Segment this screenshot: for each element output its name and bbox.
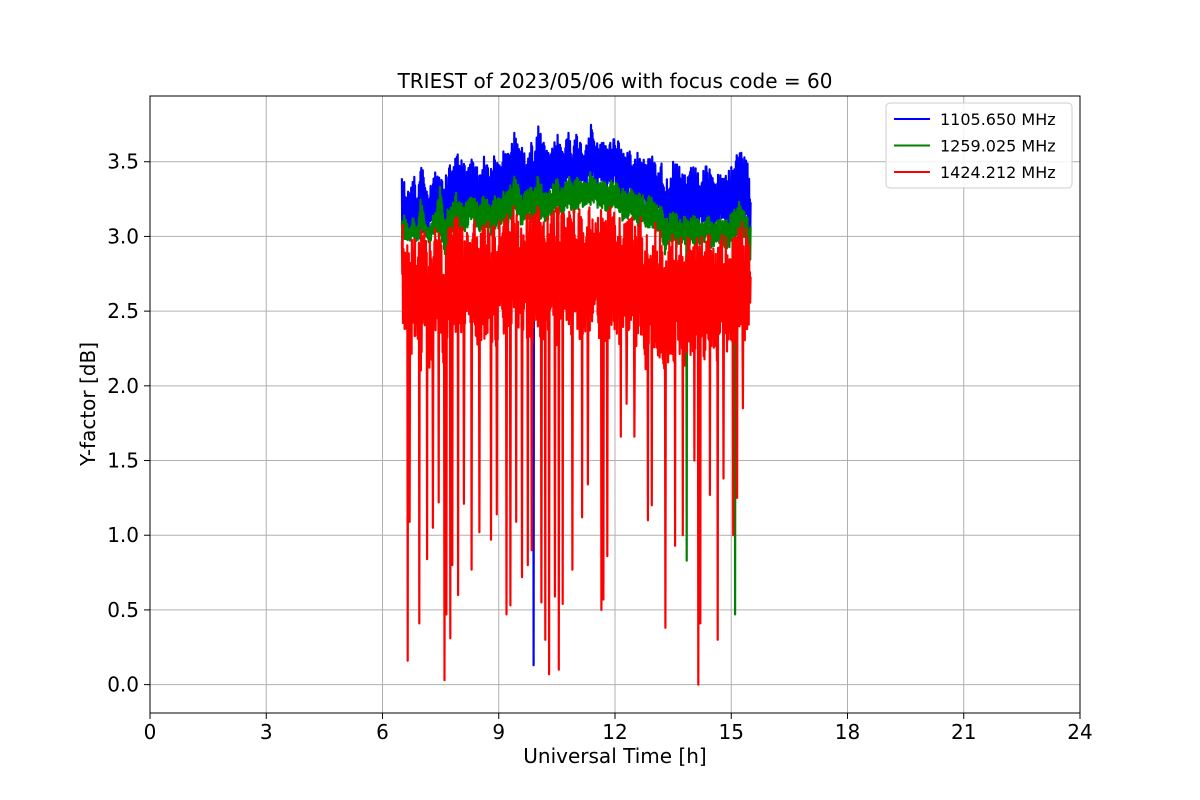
legend-box (885, 102, 1073, 189)
legend-label: 1424.212 MHz (940, 163, 1056, 182)
legend: 1105.650 MHz 1259.025 MHz 1424.212 MHz (885, 102, 1073, 189)
y-tick-label: 2.0 (107, 374, 139, 398)
plot-series (400, 123, 752, 686)
y-tick-label: 2.5 (107, 299, 139, 323)
x-tick-label: 0 (144, 720, 157, 744)
legend-label: 1105.650 MHz (940, 110, 1056, 129)
x-tick-label: 21 (951, 720, 976, 744)
chart-title: TRIEST of 2023/05/06 with focus code = 6… (397, 69, 833, 93)
legend-label: 1259.025 MHz (940, 137, 1056, 156)
x-axis-label: Universal Time [h] (523, 744, 706, 768)
y-axis-ticks: 0.0 0.5 1.0 1.5 2.0 2.5 3.0 3.5 (107, 150, 150, 697)
series-line (400, 123, 752, 667)
series-line (400, 171, 752, 616)
x-tick-label: 6 (376, 720, 389, 744)
x-tick-label: 18 (835, 720, 860, 744)
y-tick-label: 1.5 (107, 449, 139, 473)
x-tick-label: 15 (719, 720, 744, 744)
series-line (400, 205, 752, 686)
x-tick-label: 12 (602, 720, 627, 744)
y-tick-label: 0.5 (107, 598, 139, 622)
legend-entries: 1105.650 MHz 1259.025 MHz 1424.212 MHz (894, 110, 1056, 182)
x-tick-label: 3 (260, 720, 273, 744)
y-axis-label: Y-factor [dB] (76, 342, 100, 467)
x-tick-label: 9 (492, 720, 505, 744)
y-tick-label: 1.0 (107, 523, 139, 547)
y-tick-label: 3.5 (107, 150, 139, 174)
x-tick-label: 24 (1067, 720, 1092, 744)
y-tick-label: 0.0 (107, 673, 139, 697)
y-tick-label: 3.0 (107, 224, 139, 248)
x-axis-ticks: 0 3 6 9 12 15 18 21 24 (144, 713, 1093, 744)
